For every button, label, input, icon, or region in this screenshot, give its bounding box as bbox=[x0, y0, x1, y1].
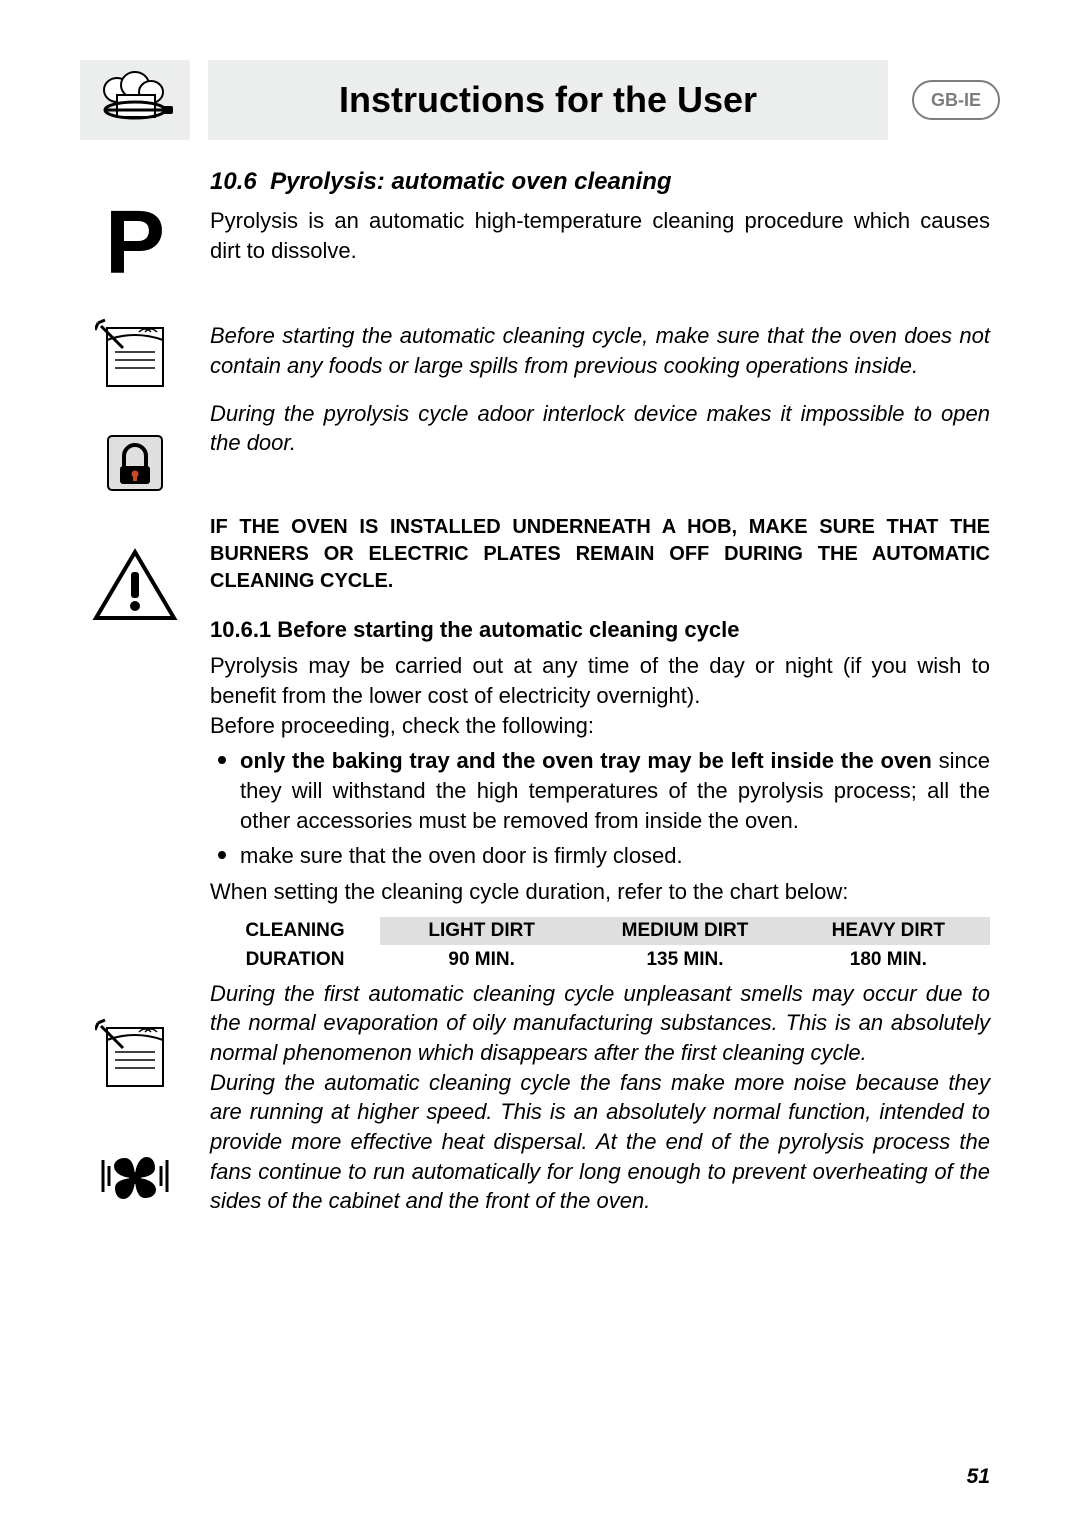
lock-icon bbox=[80, 428, 190, 498]
table-col-header: HEAVY DIRT bbox=[787, 917, 990, 945]
table-value-row: DURATION 90 MIN. 135 MIN. 180 MIN. bbox=[210, 945, 990, 975]
para3: When setting the cleaning cycle duration… bbox=[210, 877, 990, 907]
bullet-dot-icon bbox=[218, 756, 226, 764]
page-number: 51 bbox=[967, 1465, 990, 1489]
note-fan-text: During the automatic cleaning cycle the … bbox=[210, 1068, 990, 1216]
note-smell-text: During the first automatic cleaning cycl… bbox=[210, 979, 990, 1068]
content-area: 10.6 Pyrolysis: automatic oven cleaning bbox=[80, 168, 1000, 196]
region-badge: GB-IE bbox=[912, 80, 1000, 120]
table-col-header: LIGHT DIRT bbox=[380, 917, 583, 945]
sub-title: Before starting the automatic cleaning c… bbox=[277, 617, 739, 642]
bullet2-text: make sure that the oven door is firmly c… bbox=[240, 841, 990, 871]
note-lock-block: During the pyrolysis cycle adoor interlo… bbox=[80, 399, 1000, 458]
cleaning-duration-table: CLEANING LIGHT DIRT MEDIUM DIRT HEAVY DI… bbox=[210, 917, 990, 975]
pyrolysis-letter-icon: P bbox=[80, 198, 190, 288]
table-label-top: CLEANING bbox=[210, 920, 380, 942]
note-lock-text: During the pyrolysis cycle adoor interlo… bbox=[210, 399, 990, 458]
section-heading: 10.6 Pyrolysis: automatic oven cleaning bbox=[210, 168, 990, 196]
note-prep-text: Before starting the automatic cleaning c… bbox=[210, 321, 990, 380]
section-title: Pyrolysis: automatic oven cleaning bbox=[270, 168, 671, 195]
warning-block: IF THE OVEN IS INSTALLED UNDERNEATH A HO… bbox=[80, 514, 1000, 595]
bullet1-text: only the baking tray and the oven tray m… bbox=[240, 746, 990, 835]
bullet-item-2: make sure that the oven door is firmly c… bbox=[210, 841, 990, 871]
page-header: Instructions for the User GB-IE bbox=[80, 60, 1000, 140]
title-bar: Instructions for the User bbox=[208, 60, 888, 140]
note-fan-block: During the automatic cleaning cycle the … bbox=[80, 1068, 1000, 1216]
section-number: 10.6 bbox=[210, 168, 257, 195]
bullet-dot-icon bbox=[218, 851, 226, 859]
region-badge-text: GB-IE bbox=[931, 90, 981, 111]
page-title: Instructions for the User bbox=[339, 79, 757, 121]
table-col-header: MEDIUM DIRT bbox=[583, 917, 786, 945]
table-cell: 135 MIN. bbox=[583, 945, 786, 975]
para1: Pyrolysis may be carried out at any time… bbox=[210, 651, 990, 710]
table-header-row: CLEANING LIGHT DIRT MEDIUM DIRT HEAVY DI… bbox=[210, 917, 990, 945]
subsection-block: 10.6.1 Before starting the automatic cle… bbox=[80, 617, 1000, 975]
intro-block: Pyrolysis is an automatic high-temperatu… bbox=[80, 206, 1000, 265]
warning-text: IF THE OVEN IS INSTALLED UNDERNEATH A HO… bbox=[210, 514, 990, 595]
table-cell: 180 MIN. bbox=[787, 945, 990, 975]
note-prep-block: Before starting the automatic cleaning c… bbox=[80, 321, 1000, 380]
table-label-bottom: DURATION bbox=[210, 949, 380, 971]
table-cell: 90 MIN. bbox=[380, 945, 583, 975]
fan-icon bbox=[80, 1140, 190, 1216]
sub-heading: 10.6.1 Before starting the automatic cle… bbox=[210, 617, 990, 643]
warning-icon bbox=[80, 548, 190, 624]
bullet1-bold: only the baking tray and the oven tray m… bbox=[240, 748, 932, 773]
note-sheet-icon bbox=[80, 318, 190, 393]
chef-hat-icon bbox=[80, 60, 190, 140]
sub-number: 10.6.1 bbox=[210, 617, 271, 642]
note-smell-block: During the first automatic cleaning cycl… bbox=[80, 979, 1000, 1068]
note-sheet-icon bbox=[80, 1018, 190, 1093]
intro-text: Pyrolysis is an automatic high-temperatu… bbox=[210, 206, 990, 265]
para2: Before proceeding, check the following: bbox=[210, 711, 990, 741]
bullet-item-1: only the baking tray and the oven tray m… bbox=[210, 746, 990, 835]
letter-p-icon: P bbox=[105, 198, 165, 288]
